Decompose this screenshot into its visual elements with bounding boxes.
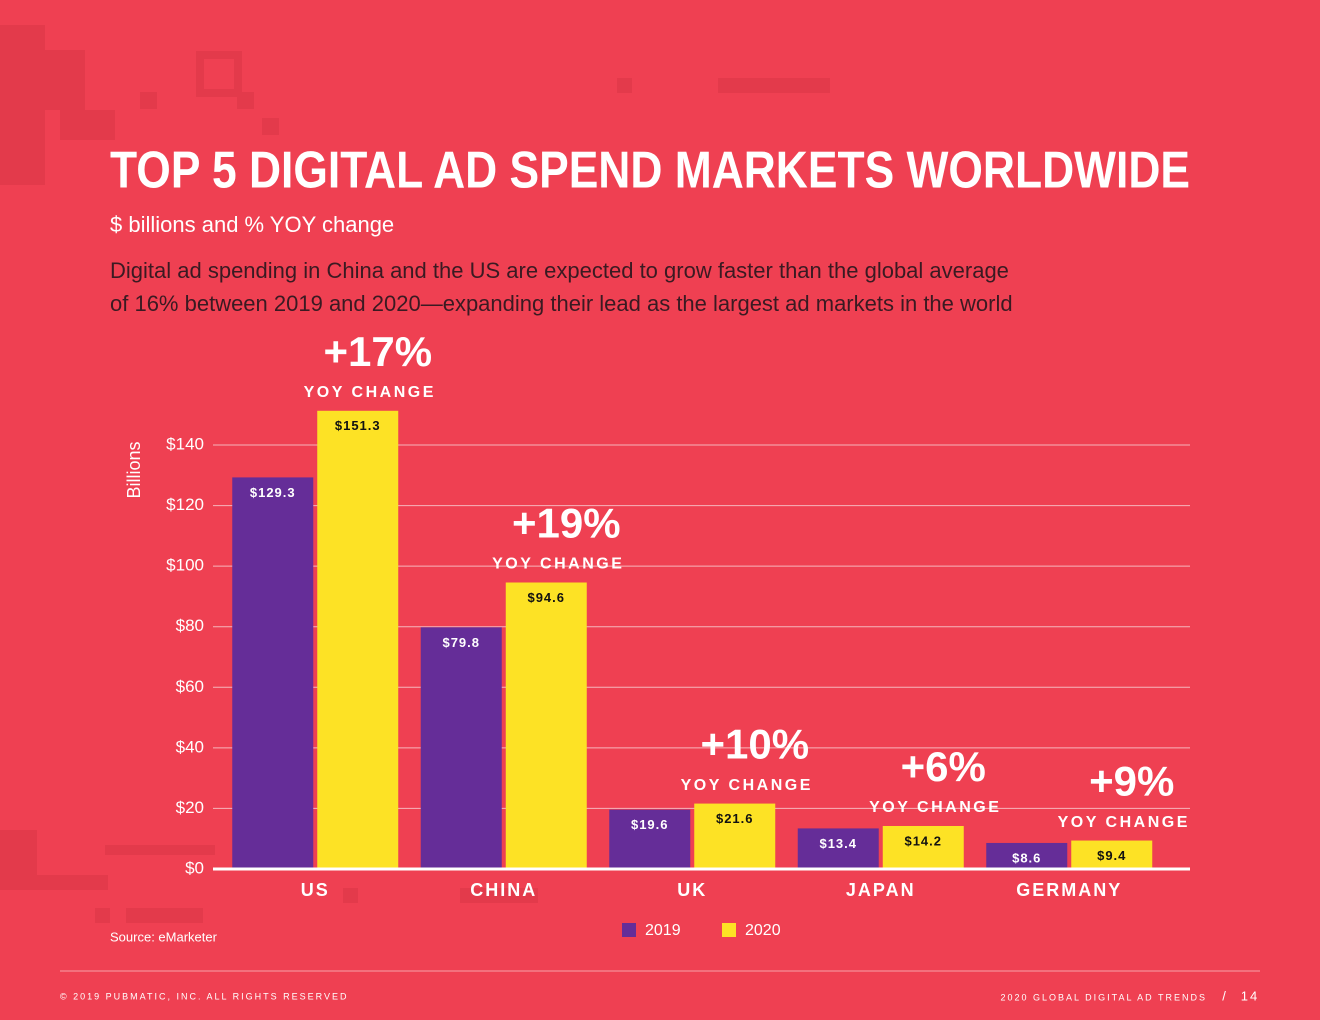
subtitle: $ billions and % YOY change — [110, 212, 394, 237]
value-label: $14.2 — [904, 833, 942, 848]
footer-report: 2020 GLOBAL DIGITAL AD TRENDS — [1000, 992, 1207, 1002]
y-tick-label: $120 — [166, 495, 204, 514]
legend-label: 2019 — [645, 922, 681, 939]
annotation-value: +19% — [512, 500, 621, 547]
y-tick-label: $0 — [185, 858, 204, 877]
bar — [797, 828, 879, 869]
x-tick-label: US — [301, 880, 330, 900]
y-tick-label: $20 — [176, 798, 204, 817]
x-tick-label: GERMANY — [1016, 880, 1122, 900]
bar — [882, 825, 964, 869]
footer-copyright: © 2019 PUBMATIC, INC. ALL RIGHTS RESERVE… — [60, 991, 349, 1001]
value-label: $129.3 — [250, 485, 296, 500]
legend-label: 2020 — [745, 922, 781, 939]
bar — [420, 627, 502, 869]
x-tick-label: JAPAN — [846, 880, 916, 900]
source: Source: eMarketer — [110, 929, 218, 944]
value-label: $9.4 — [1097, 848, 1126, 863]
bar — [317, 410, 399, 869]
annotation-label: YOY CHANGE — [681, 777, 813, 794]
y-tick-label: $140 — [166, 434, 204, 453]
value-label: $8.6 — [1012, 850, 1041, 865]
bar — [609, 809, 691, 869]
value-label: $13.4 — [819, 836, 857, 851]
description: of 16% between 2019 and 2020—expanding t… — [110, 291, 1013, 316]
value-label: $19.6 — [631, 817, 669, 832]
y-tick-label: $40 — [176, 737, 204, 756]
annotation-value: +17% — [323, 328, 432, 375]
bar — [505, 582, 587, 869]
page-number: 14 — [1241, 988, 1259, 1003]
annotation-value: +10% — [700, 721, 809, 768]
annotation-label: YOY CHANGE — [492, 556, 624, 573]
y-tick-label: $80 — [176, 616, 204, 635]
decoration — [0, 25, 830, 923]
annotation-label: YOY CHANGE — [1058, 814, 1190, 831]
y-tick-label: $60 — [176, 677, 204, 696]
value-label: $94.6 — [527, 590, 565, 605]
x-tick-label: CHINA — [470, 880, 537, 900]
value-label: $21.6 — [716, 811, 754, 826]
footer-separator: / — [1222, 988, 1226, 1003]
annotation-value: +9% — [1089, 758, 1174, 805]
legend-swatch — [622, 923, 636, 937]
x-tick-label: UK — [677, 880, 707, 900]
value-label: $79.8 — [442, 635, 480, 650]
y-tick-label: $100 — [166, 556, 204, 575]
y-axis-label: Billions — [124, 441, 144, 498]
description: Digital ad spending in China and the US … — [110, 258, 1009, 283]
value-label: $151.3 — [335, 418, 381, 433]
annotation-label: YOY CHANGE — [869, 799, 1001, 816]
annotation-value: +6% — [901, 743, 986, 790]
bar — [986, 842, 1068, 869]
bar — [694, 803, 776, 869]
annotation-label: YOY CHANGE — [304, 384, 436, 401]
bar — [1071, 840, 1153, 869]
bar — [232, 477, 314, 869]
chart-title: TOP 5 DIGITAL AD SPEND MARKETS WORLDWIDE — [110, 142, 1190, 200]
legend-swatch — [722, 923, 736, 937]
